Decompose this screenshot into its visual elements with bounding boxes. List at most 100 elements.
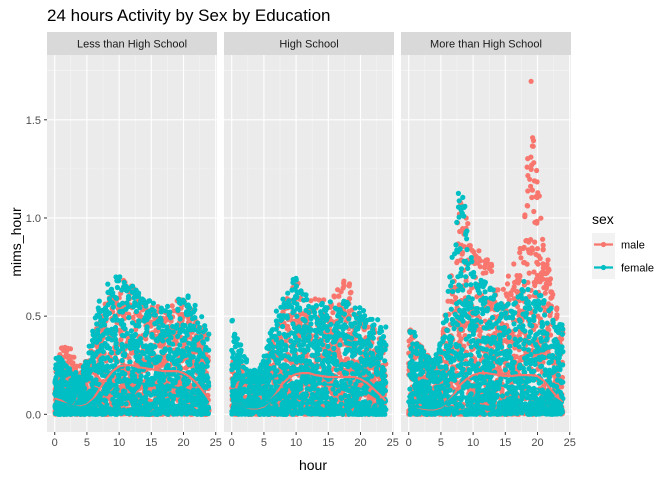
data-point bbox=[158, 407, 164, 413]
data-point bbox=[153, 320, 159, 326]
data-point bbox=[145, 355, 151, 361]
data-point bbox=[340, 285, 346, 291]
data-point bbox=[202, 323, 208, 329]
data-point bbox=[148, 342, 154, 348]
data-point bbox=[110, 304, 116, 310]
data-point bbox=[131, 295, 137, 301]
data-point bbox=[175, 307, 181, 313]
data-point bbox=[122, 394, 128, 400]
data-point bbox=[109, 350, 115, 356]
data-point bbox=[93, 410, 99, 417]
data-point bbox=[104, 355, 111, 361]
data-point bbox=[69, 399, 75, 405]
data-point bbox=[102, 397, 108, 404]
data-point bbox=[206, 331, 212, 337]
data-point bbox=[162, 346, 168, 352]
data-point bbox=[175, 375, 181, 381]
data-point bbox=[132, 300, 138, 306]
data-point bbox=[133, 354, 139, 360]
data-point bbox=[56, 362, 63, 369]
data-point bbox=[122, 351, 128, 357]
data-point bbox=[184, 405, 191, 411]
data-point bbox=[160, 377, 166, 383]
data-point bbox=[203, 385, 209, 391]
data-point bbox=[325, 343, 331, 349]
data-point bbox=[58, 403, 64, 409]
data-point bbox=[151, 312, 157, 318]
data-point bbox=[80, 381, 86, 387]
data-point bbox=[373, 370, 380, 377]
data-point bbox=[347, 296, 353, 302]
data-point bbox=[117, 397, 123, 403]
data-point bbox=[113, 328, 119, 334]
data-point bbox=[158, 391, 164, 397]
x-tick-label: 10 bbox=[113, 437, 125, 449]
data-point bbox=[331, 294, 337, 300]
data-point bbox=[194, 334, 200, 340]
data-point bbox=[121, 322, 127, 328]
data-point bbox=[71, 383, 77, 389]
data-point bbox=[177, 316, 183, 322]
data-point bbox=[112, 387, 118, 393]
x-tick-label: 15 bbox=[145, 437, 157, 449]
data-point bbox=[184, 303, 190, 309]
data-point bbox=[130, 304, 136, 310]
data-point bbox=[153, 410, 159, 416]
data-point bbox=[165, 303, 171, 309]
data-point bbox=[74, 400, 80, 406]
data-point bbox=[151, 308, 157, 314]
data-point bbox=[177, 357, 183, 363]
data-point bbox=[93, 336, 99, 342]
data-point bbox=[65, 410, 71, 416]
data-point bbox=[189, 326, 195, 333]
data-point bbox=[134, 409, 140, 415]
data-point bbox=[88, 367, 94, 373]
data-point bbox=[335, 287, 341, 293]
data-point bbox=[123, 306, 129, 312]
data-point bbox=[101, 409, 107, 415]
data-point bbox=[356, 310, 362, 316]
data-point bbox=[132, 398, 138, 404]
data-point bbox=[197, 325, 203, 331]
data-point bbox=[90, 405, 96, 411]
data-point bbox=[116, 410, 122, 416]
data-point bbox=[184, 409, 190, 415]
data-point bbox=[151, 391, 157, 397]
data-point bbox=[109, 337, 115, 343]
data-point bbox=[60, 375, 66, 381]
data-point bbox=[114, 284, 120, 291]
data-point bbox=[158, 305, 164, 311]
data-point bbox=[130, 345, 136, 351]
data-point bbox=[202, 347, 208, 353]
facet-strip-label: Less than High School bbox=[77, 39, 187, 51]
data-point bbox=[118, 337, 124, 343]
data-point bbox=[337, 342, 343, 348]
data-point bbox=[70, 378, 76, 384]
data-point bbox=[92, 351, 98, 358]
data-point bbox=[86, 350, 92, 356]
data-point bbox=[67, 358, 73, 364]
data-point bbox=[107, 289, 113, 295]
data-point bbox=[229, 317, 235, 323]
data-point bbox=[195, 356, 201, 362]
data-point bbox=[107, 410, 113, 416]
data-point bbox=[94, 368, 100, 374]
data-point bbox=[140, 343, 147, 350]
data-point bbox=[190, 316, 196, 322]
data-point bbox=[135, 358, 141, 364]
data-point bbox=[313, 333, 319, 340]
data-point bbox=[134, 344, 141, 350]
data-point bbox=[102, 305, 109, 311]
data-point bbox=[135, 392, 142, 398]
data-point bbox=[200, 329, 206, 335]
data-point bbox=[184, 398, 190, 404]
data-point bbox=[90, 328, 96, 334]
data-point bbox=[122, 286, 128, 292]
data-point bbox=[170, 323, 176, 330]
data-point bbox=[114, 359, 120, 365]
data-point bbox=[238, 347, 244, 353]
data-point bbox=[133, 349, 140, 355]
data-point bbox=[77, 377, 83, 383]
